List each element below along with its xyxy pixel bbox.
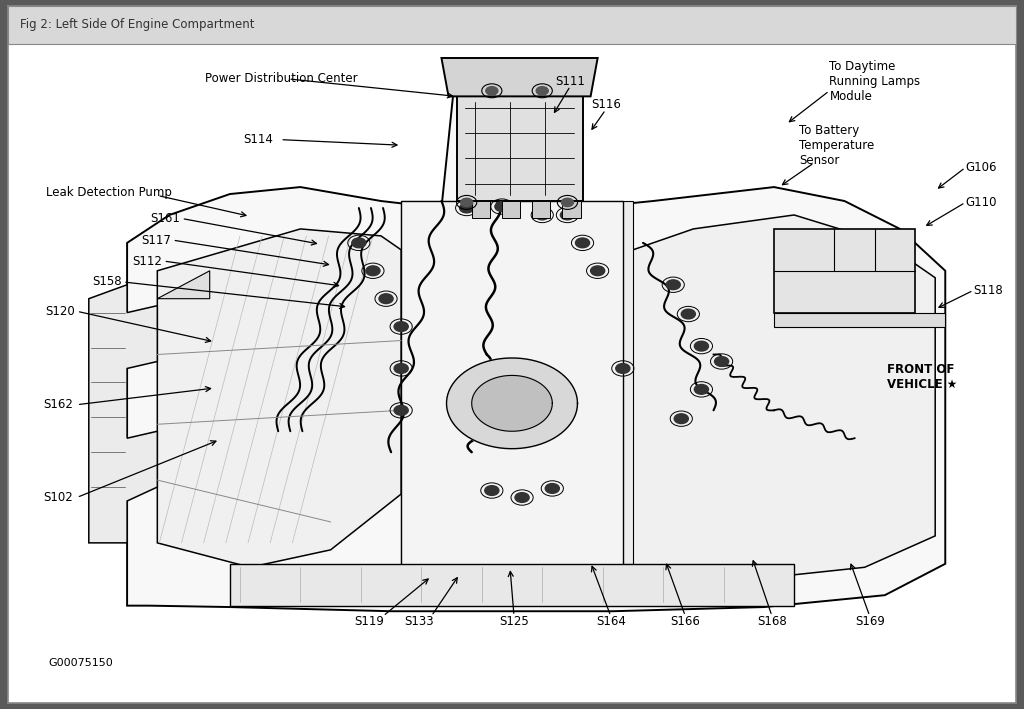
Polygon shape	[472, 201, 489, 218]
Polygon shape	[158, 271, 210, 298]
Circle shape	[715, 357, 729, 367]
Circle shape	[561, 199, 573, 206]
Polygon shape	[774, 229, 915, 313]
Circle shape	[460, 203, 474, 213]
Polygon shape	[457, 96, 583, 201]
Text: S111: S111	[555, 74, 586, 87]
Text: S114: S114	[243, 133, 273, 146]
Text: S112: S112	[132, 255, 162, 267]
Text: FRONT OF
VEHICLE ★: FRONT OF VEHICLE ★	[887, 363, 957, 391]
Text: S164: S164	[596, 615, 626, 627]
Text: S162: S162	[44, 398, 74, 411]
Circle shape	[681, 309, 695, 319]
Polygon shape	[229, 564, 795, 605]
Circle shape	[591, 266, 605, 276]
Polygon shape	[441, 58, 598, 96]
Text: S119: S119	[354, 615, 384, 627]
Text: S116: S116	[591, 99, 621, 111]
Polygon shape	[588, 215, 935, 581]
Circle shape	[394, 364, 409, 374]
Circle shape	[615, 364, 630, 374]
Text: S120: S120	[46, 305, 76, 318]
Circle shape	[674, 414, 688, 423]
Text: S133: S133	[404, 615, 434, 627]
Text: S166: S166	[671, 615, 700, 627]
Text: S102: S102	[44, 491, 74, 504]
Circle shape	[667, 280, 680, 289]
Circle shape	[536, 210, 549, 220]
Circle shape	[515, 493, 529, 503]
Circle shape	[545, 484, 559, 493]
Polygon shape	[127, 62, 945, 611]
Polygon shape	[401, 201, 623, 578]
Circle shape	[694, 384, 709, 394]
Text: S161: S161	[151, 212, 180, 225]
Text: G00075150: G00075150	[48, 658, 114, 668]
Bar	[8, 6, 1016, 44]
Circle shape	[560, 210, 574, 220]
Circle shape	[379, 294, 393, 303]
Text: G106: G106	[966, 161, 997, 174]
Polygon shape	[446, 358, 578, 449]
Polygon shape	[158, 229, 401, 567]
Polygon shape	[89, 285, 158, 543]
Circle shape	[575, 238, 590, 247]
Text: S117: S117	[141, 233, 171, 247]
Circle shape	[352, 238, 366, 247]
Polygon shape	[532, 201, 550, 218]
Text: To Daytime
Running Lamps
Module: To Daytime Running Lamps Module	[829, 60, 921, 103]
Circle shape	[394, 406, 409, 415]
Text: To Battery
Temperature
Sensor: To Battery Temperature Sensor	[799, 123, 874, 167]
Circle shape	[537, 86, 548, 95]
Circle shape	[394, 322, 409, 332]
Polygon shape	[472, 376, 552, 431]
Circle shape	[495, 202, 509, 211]
Polygon shape	[583, 201, 633, 564]
Circle shape	[694, 341, 709, 351]
Polygon shape	[562, 201, 581, 218]
Text: S169: S169	[855, 615, 885, 627]
Text: S168: S168	[757, 615, 786, 627]
Text: S118: S118	[974, 284, 1004, 297]
Circle shape	[366, 266, 380, 276]
Text: S125: S125	[499, 615, 528, 627]
Text: Leak Detection Pump: Leak Detection Pump	[46, 186, 172, 199]
Text: Fig 2: Left Side Of Engine Compartment: Fig 2: Left Side Of Engine Compartment	[20, 18, 255, 31]
Circle shape	[484, 486, 499, 496]
Text: S158: S158	[92, 275, 122, 289]
Text: G110: G110	[966, 196, 997, 209]
Circle shape	[461, 199, 473, 206]
Polygon shape	[401, 201, 457, 564]
Polygon shape	[502, 201, 520, 218]
Circle shape	[485, 86, 498, 95]
Polygon shape	[774, 313, 945, 327]
Text: Power Distribution Center: Power Distribution Center	[205, 72, 357, 85]
